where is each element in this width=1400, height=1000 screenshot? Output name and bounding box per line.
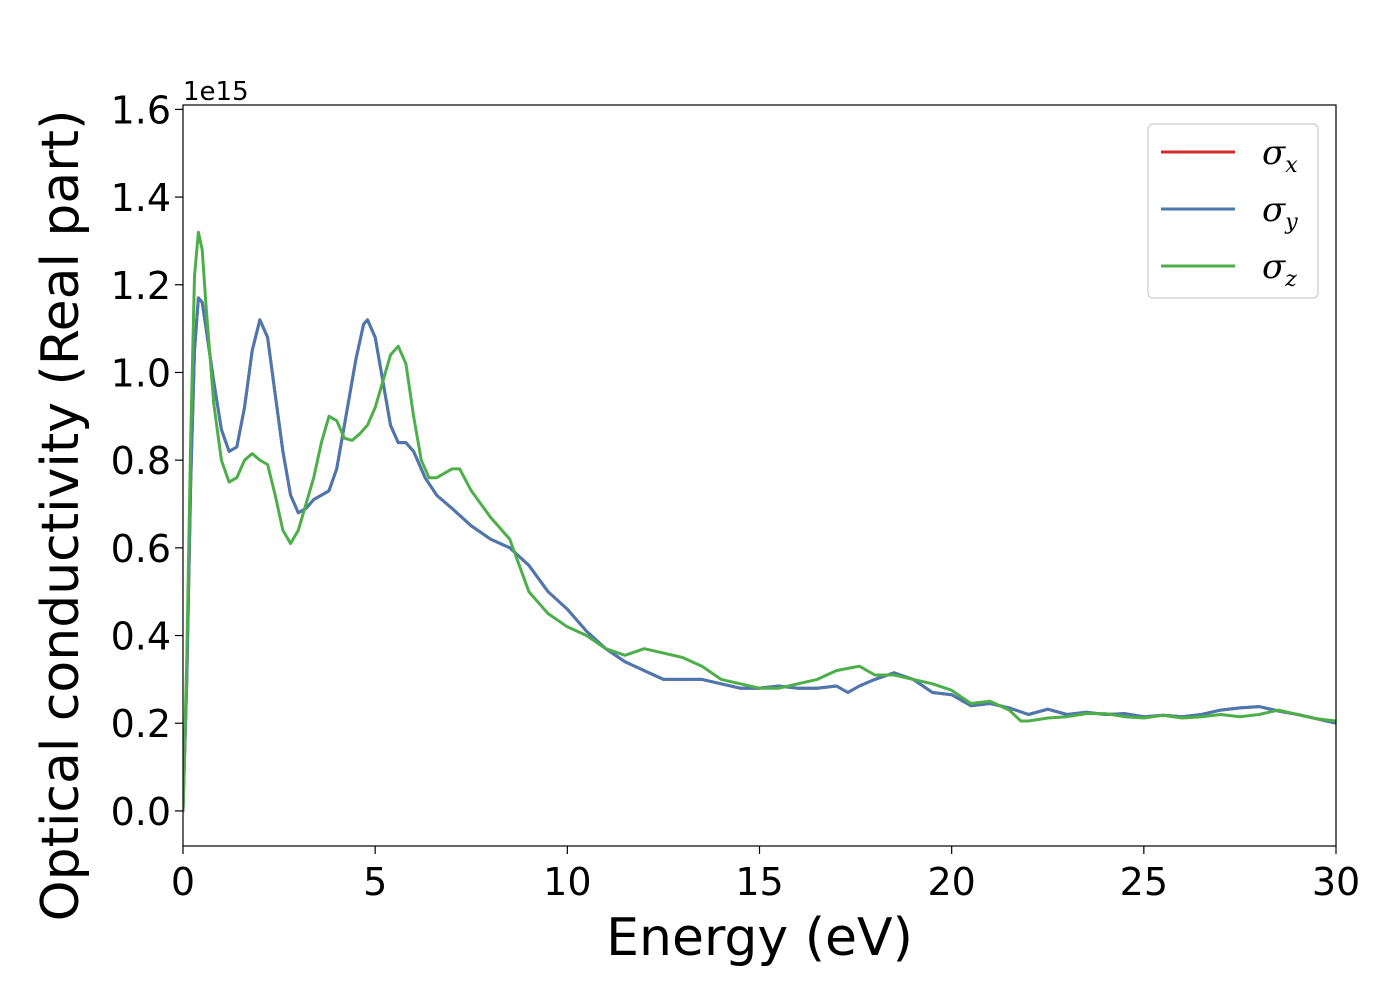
x-axis-label: Energy (eV) [606, 908, 913, 968]
x-tick-label: 5 [363, 860, 387, 904]
y-tick-label: 0.0 [111, 790, 171, 834]
y-tick-label: 0.2 [111, 702, 171, 746]
x-tick-label: 10 [543, 860, 591, 904]
y-tick-label: 1.4 [111, 176, 171, 220]
y-tick-label: 1.6 [111, 88, 171, 132]
x-tick-label: 20 [927, 860, 975, 904]
x-tick-label: 25 [1120, 860, 1168, 904]
y-axis-label: Optical conductivity (Real part) [31, 110, 91, 922]
series-line-y [183, 296, 1336, 813]
y-tick-label: 0.8 [111, 439, 171, 483]
legend-label-x: σx [1262, 133, 1298, 178]
x-tick-label: 30 [1312, 860, 1360, 904]
lines-layer [183, 230, 1336, 813]
x-tick-label: 0 [171, 860, 195, 904]
y-tick-label: 0.6 [111, 527, 171, 571]
legend-box [1147, 123, 1319, 299]
y-tick-label: 1.2 [111, 264, 171, 308]
y-axis-offset-label: 1e15 [183, 77, 249, 107]
y-tick-label: 0.4 [111, 615, 171, 659]
series-line-z [183, 230, 1336, 813]
ticks-layer: 0 5 10 15 20 25 30 0.0 0.2 0.4 0.6 0.8 1.0 1.2 1.4 1.6 [111, 88, 1361, 904]
plot-area-frame [182, 104, 1337, 847]
x-tick-label: 15 [735, 860, 783, 904]
y-tick-label: 1.0 [111, 351, 171, 395]
